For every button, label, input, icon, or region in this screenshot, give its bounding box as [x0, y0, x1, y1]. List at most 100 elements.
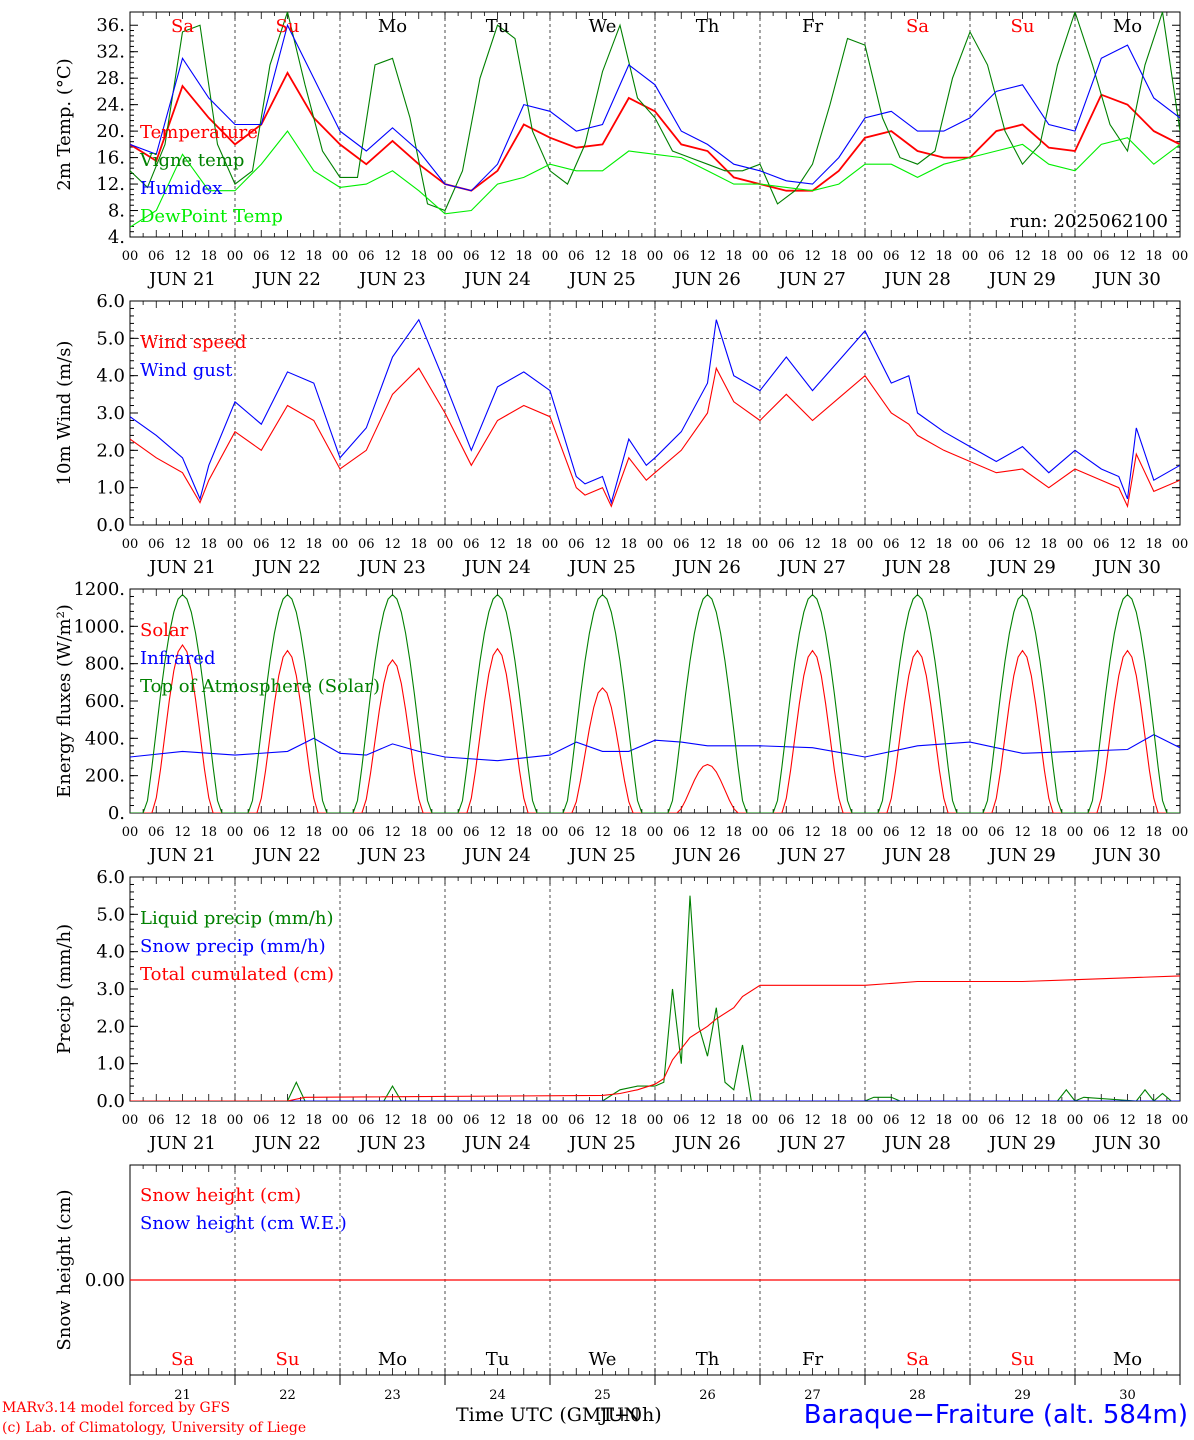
- hour-tick-label: 06: [778, 249, 795, 264]
- hour-tick-label: 12: [594, 537, 611, 552]
- day-of-week-label: We: [589, 1349, 617, 1370]
- y-tick-label: 6.0: [96, 867, 125, 888]
- time-axis-label-text: Time UTC (GMT+0h): [456, 1404, 662, 1426]
- legend-entry: Humidex: [140, 178, 222, 199]
- hour-tick-label: 18: [515, 825, 532, 840]
- y-tick-label: 400.: [85, 728, 125, 749]
- legend-entry: DewPoint Temp: [140, 206, 283, 227]
- y-axis-label: Precip (mm/h): [54, 924, 75, 1054]
- hour-tick-label: 18: [935, 825, 952, 840]
- hour-tick-label: 18: [1040, 825, 1057, 840]
- hour-tick-label: 12: [279, 537, 296, 552]
- y-tick-label: 5.0: [96, 328, 125, 349]
- date-label: JUN 23: [357, 557, 426, 578]
- y-tick-label: 200.: [85, 766, 125, 787]
- date-label: JUN 23: [357, 269, 426, 290]
- hour-tick-label: 12: [1014, 249, 1031, 264]
- hour-tick-label: 00: [122, 825, 139, 840]
- legend-entry: Liquid precip (mm/h): [140, 908, 334, 929]
- hour-tick-label: 12: [489, 249, 506, 264]
- date-label: JUN 29: [987, 845, 1056, 866]
- hour-tick-label: 00: [752, 825, 769, 840]
- day-of-week-label: Th: [696, 16, 720, 37]
- series-line-total-cumulated-cm-: [130, 975, 1180, 1101]
- hour-tick-label: 12: [174, 537, 191, 552]
- series-group: [130, 12, 1180, 228]
- day-of-week-label: Su: [276, 1349, 300, 1370]
- hour-tick-label: 00: [332, 249, 349, 264]
- hour-tick-label: 12: [909, 249, 926, 264]
- date-label: JUN 23: [357, 845, 426, 866]
- series-group: [130, 895, 1180, 1101]
- series-line-top-of-atmosphere-solar-: [130, 593, 1180, 813]
- series-line-infrared: [130, 733, 1180, 762]
- hour-tick-label: 00: [542, 825, 559, 840]
- hour-tick-label: 12: [699, 537, 716, 552]
- hour-tick-label: 12: [1014, 825, 1031, 840]
- hour-tick-label: 00: [332, 537, 349, 552]
- y-tick-label: 16.: [96, 148, 125, 169]
- day-number-label: 28: [909, 1388, 926, 1403]
- hour-tick-label: 06: [673, 1113, 690, 1128]
- y-tick-label: 4.0: [96, 366, 125, 387]
- day-of-week-label: Su: [276, 16, 300, 37]
- hour-tick-label: 06: [778, 825, 795, 840]
- date-label: JUN 29: [987, 557, 1056, 578]
- day-of-week-label: Mo: [1113, 1349, 1142, 1370]
- series-line-humidex: [130, 23, 1180, 192]
- day-number-label: 26: [699, 1388, 716, 1403]
- hour-tick-label: 00: [752, 1113, 769, 1128]
- hour-tick-label: 12: [174, 249, 191, 264]
- hour-tick-label: 18: [725, 249, 742, 264]
- hour-tick-label: 18: [620, 1113, 637, 1128]
- hour-tick-label: 06: [988, 825, 1005, 840]
- y-tick-label: 4.0: [96, 942, 125, 963]
- run-annotation: run: 2025062100: [1010, 211, 1168, 232]
- hour-tick-label: 00: [1172, 825, 1189, 840]
- hour-tick-label: 18: [830, 1113, 847, 1128]
- hour-tick-label: 00: [1172, 249, 1189, 264]
- hour-tick-label: 18: [830, 249, 847, 264]
- date-label: JUN 21: [147, 269, 216, 290]
- hour-tick-label: 00: [857, 249, 874, 264]
- y-tick-label: 2.0: [96, 1016, 125, 1037]
- hour-tick-label: 12: [804, 537, 821, 552]
- y-tick-label: 5.0: [96, 904, 125, 925]
- panel-1: 4. 8. 12. 16. 20. 24. 28. 32. 36. 2m Temp. (°C) Te…: [54, 11, 1189, 290]
- day-of-week-label: Sa: [906, 16, 929, 37]
- hour-tick-label: 12: [909, 1113, 926, 1128]
- hour-tick-label: 06: [673, 249, 690, 264]
- hour-tick-label: 18: [515, 249, 532, 264]
- y-tick-label: 24.: [96, 95, 125, 116]
- hour-tick-label: 00: [857, 825, 874, 840]
- date-label: JUN 27: [777, 269, 846, 290]
- legend-entry: Vigne temp: [139, 150, 244, 171]
- hour-tick-label: 00: [227, 537, 244, 552]
- date-label: JUN 25: [567, 845, 636, 866]
- date-label: JUN 30: [1092, 1133, 1161, 1154]
- date-label: JUN 30: [1092, 269, 1161, 290]
- day-number-label: 23: [384, 1388, 401, 1403]
- day-of-week-label: Mo: [378, 16, 407, 37]
- hour-tick-label: 18: [515, 1113, 532, 1128]
- hour-tick-label: 12: [804, 249, 821, 264]
- y-axis-label: Energy fluxes (W/m²): [54, 604, 75, 798]
- y-axis-label: Snow height (cm): [54, 1189, 75, 1350]
- hour-tick-label: 12: [489, 1113, 506, 1128]
- hour-tick-label: 00: [1067, 1113, 1084, 1128]
- hour-tick-label: 06: [988, 537, 1005, 552]
- hour-tick-label: 18: [1145, 1113, 1162, 1128]
- hour-tick-label: 18: [620, 825, 637, 840]
- day-number-label: 25: [594, 1388, 611, 1403]
- date-label: JUN 24: [462, 845, 531, 866]
- hour-tick-label: 18: [725, 1113, 742, 1128]
- date-label: JUN 26: [672, 269, 741, 290]
- hour-tick-label: 18: [305, 825, 322, 840]
- hour-tick-label: 12: [804, 1113, 821, 1128]
- time-axis-overlay: JUN: [600, 1404, 641, 1426]
- hour-tick-label: 12: [594, 249, 611, 264]
- hour-tick-label: 12: [1119, 537, 1136, 552]
- hour-tick-label: 00: [122, 537, 139, 552]
- hour-tick-label: 12: [1014, 537, 1031, 552]
- hour-tick-label: 06: [568, 825, 585, 840]
